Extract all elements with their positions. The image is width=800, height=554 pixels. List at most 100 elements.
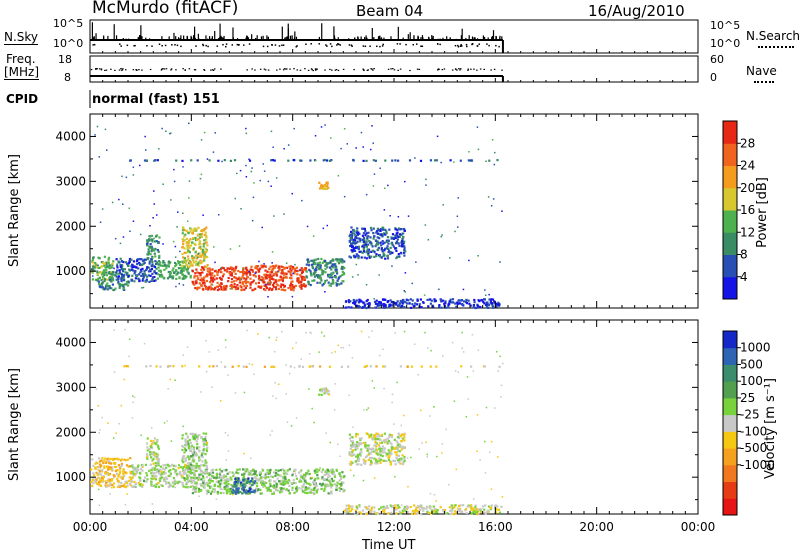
- power-scatter: [291, 192, 293, 195]
- power-cell: [281, 288, 284, 291]
- velocity-cell: [131, 470, 134, 473]
- velocity-cell: [322, 478, 325, 481]
- power-cell: [146, 241, 149, 244]
- velocity-cell: [189, 441, 192, 444]
- power-cell: [280, 265, 283, 268]
- power-cell: [231, 268, 234, 271]
- velocity-scatter: [133, 396, 136, 399]
- power-cell: [108, 284, 111, 288]
- velocity-cell: [340, 482, 343, 486]
- power-cell: [238, 281, 241, 284]
- velocity-scatter: [168, 469, 171, 472]
- power-cell: [204, 247, 207, 250]
- velocity-cell: [376, 435, 379, 438]
- velocity-cell: [198, 434, 201, 437]
- nsearch-dot: [336, 44, 338, 46]
- velocity-cell: [120, 481, 123, 484]
- velocity-cell: [182, 461, 185, 464]
- power-cell: [105, 261, 108, 264]
- power-cell: [208, 270, 211, 273]
- power-cell: [279, 276, 282, 279]
- velocity-cell: [393, 438, 396, 441]
- power-cell: [151, 263, 154, 266]
- power-cell: [151, 272, 154, 275]
- power-cell: [241, 281, 244, 284]
- velocity-cell: [322, 388, 325, 391]
- velocity-cell: [197, 465, 200, 468]
- velocity-cell: [313, 492, 316, 495]
- velocity-scatter: [420, 409, 422, 412]
- power-cell: [373, 300, 377, 303]
- power-cell: [355, 241, 358, 244]
- power-cell: [193, 283, 196, 286]
- power-cell: [350, 237, 353, 240]
- power-scatter: [125, 176, 128, 179]
- power-cell: [376, 227, 379, 230]
- velocity-cell: [357, 463, 360, 466]
- velocity-cell: [96, 473, 99, 476]
- velocity-scatter: [234, 392, 237, 394]
- velocity-cell: [309, 489, 312, 492]
- velocity-cell: [129, 484, 133, 487]
- power-scatter: [170, 199, 172, 201]
- velocity-cell: [361, 509, 364, 512]
- power-cell: [144, 280, 147, 283]
- velocity-cell: [199, 468, 202, 471]
- velocity-cell: [370, 433, 373, 436]
- power-cell: [139, 263, 142, 266]
- power-cell: [131, 274, 134, 277]
- power-scatter: [121, 175, 123, 178]
- power-cell: [270, 275, 273, 278]
- velocity-cell: [153, 455, 156, 458]
- velocity-cell: [132, 485, 135, 488]
- nsky-spike: [245, 37, 247, 40]
- velocity-cell: [370, 461, 373, 464]
- velocity-cell: [222, 476, 225, 479]
- velocity-cell: [90, 468, 93, 471]
- power-cell: [267, 274, 270, 277]
- power-cell: [99, 286, 102, 289]
- power-scatter: [324, 124, 326, 126]
- velocity-scatter: [167, 388, 169, 390]
- power-cell: [438, 304, 441, 307]
- velocity-cell: [169, 365, 172, 368]
- velocity-cell: [98, 472, 101, 475]
- velocity-cell: [420, 513, 423, 516]
- velocity-cell: [216, 491, 219, 494]
- power-cell: [294, 284, 297, 287]
- velocity-scatter: [433, 406, 435, 408]
- power-cell: [430, 299, 433, 302]
- power-cell: [386, 245, 389, 248]
- velocity-cell: [154, 464, 157, 468]
- velocity-scatter: [227, 434, 229, 437]
- power-cell: [199, 254, 202, 257]
- velocity-cell: [401, 511, 404, 514]
- power-cell: [372, 227, 375, 230]
- power-cell: [171, 277, 174, 280]
- velocity-cell: [217, 480, 220, 483]
- velocity-cell: [202, 432, 205, 435]
- nave-dot: [335, 68, 338, 71]
- power-cell: [338, 276, 341, 279]
- power-cell: [98, 282, 101, 285]
- power-cell: [122, 287, 125, 290]
- power-cell: [212, 276, 215, 280]
- power-cell: [167, 264, 170, 267]
- velocity-cell: [150, 482, 153, 485]
- velocity-cell: [277, 469, 280, 472]
- power-scatter: [229, 248, 232, 250]
- velocity-cell: [381, 510, 384, 513]
- power-cell: [386, 254, 389, 257]
- nsearch-dot: [262, 45, 265, 48]
- power-cell: [213, 288, 216, 291]
- velocity-cell: [458, 508, 461, 511]
- velocity-cell: [378, 459, 381, 462]
- power-cell: [116, 264, 119, 267]
- velocity-cell: [123, 458, 126, 461]
- nsearch-dot: [339, 44, 342, 46]
- velocity-scatter: [295, 342, 297, 344]
- power-cell: [361, 251, 364, 254]
- power-cell: [324, 271, 327, 274]
- velocity-cell: [228, 471, 231, 474]
- nave-dot: [162, 68, 164, 70]
